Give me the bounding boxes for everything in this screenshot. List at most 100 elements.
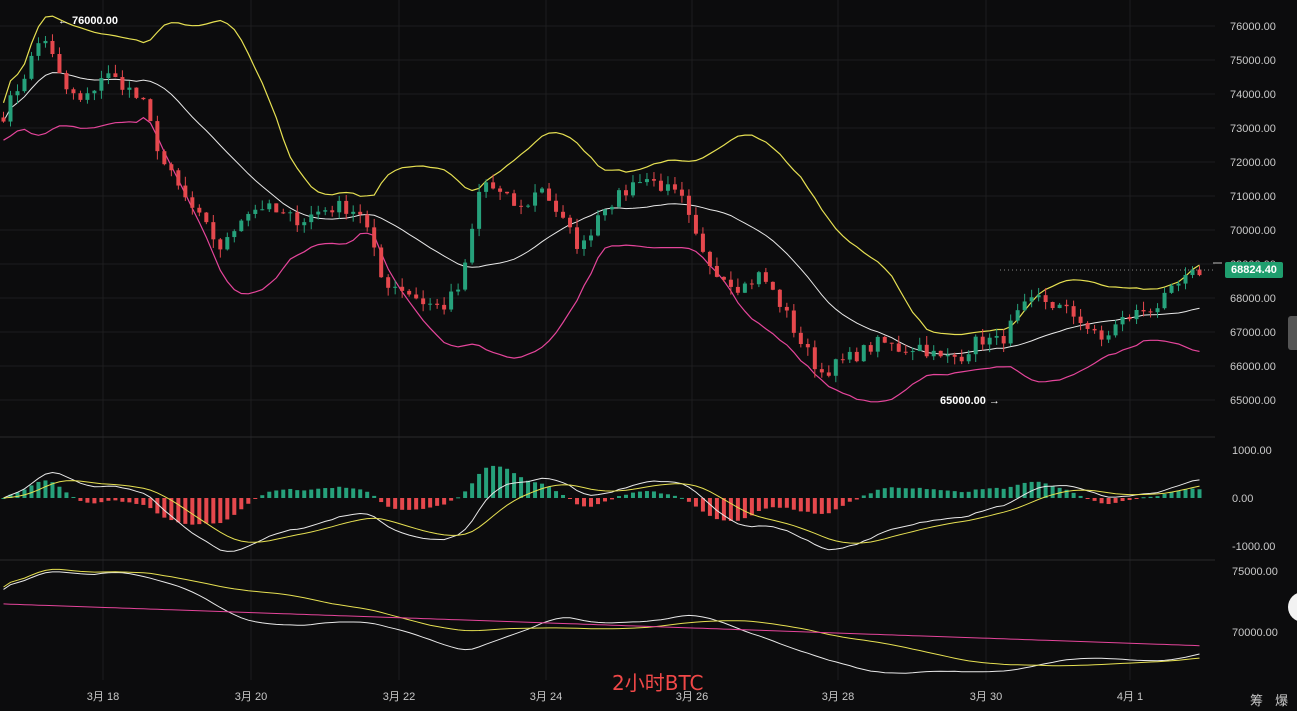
macd-bar	[798, 498, 803, 512]
x-tick-label: 3月 18	[87, 691, 119, 703]
macd-bar	[596, 498, 601, 505]
candle-body	[679, 189, 684, 196]
candle-body	[602, 209, 607, 216]
candle-body	[477, 191, 482, 229]
macd-bar	[414, 498, 419, 510]
candle-body	[351, 211, 356, 214]
candle-body	[85, 93, 90, 100]
macd-bar	[1190, 488, 1195, 498]
y-axis: 76000.00 75000.00 74000.00 73000.00 72000.00…	[1230, 21, 1278, 639]
candle-body	[812, 347, 817, 370]
candle-body	[120, 77, 125, 90]
side-panel-handle[interactable]	[1288, 316, 1297, 350]
macd-bar	[505, 468, 510, 498]
candle-body	[833, 359, 838, 376]
candle-body	[267, 203, 272, 210]
candle-body	[575, 227, 580, 249]
macd-bar	[651, 491, 656, 498]
candle-body	[162, 151, 167, 165]
candle-body	[616, 190, 621, 207]
candle-body	[533, 192, 538, 206]
candle-body	[931, 350, 936, 357]
candle-body	[540, 188, 545, 193]
macd-bar	[889, 487, 894, 498]
candle-body	[756, 272, 761, 285]
candle-body	[260, 209, 265, 211]
macd-bar	[784, 498, 789, 508]
candle-body	[763, 272, 768, 282]
candle-body	[365, 214, 370, 228]
macd-bar	[8, 494, 13, 498]
candle-body	[1176, 283, 1181, 286]
candle-body	[1169, 285, 1174, 293]
candle-body	[22, 78, 27, 92]
macd-bar	[1, 498, 6, 499]
candle-body	[651, 179, 656, 181]
macd-bar	[1099, 498, 1104, 504]
macd-bar	[1134, 498, 1139, 499]
macd-bar	[609, 498, 614, 500]
candle-body	[840, 359, 845, 361]
macd-bar	[1001, 488, 1006, 498]
macd-bar	[819, 498, 824, 514]
y-tick-label: 68000.00	[1230, 293, 1276, 305]
macd-bar	[1064, 489, 1069, 498]
candles	[1, 34, 1202, 383]
candle-body	[407, 290, 412, 295]
candle-body	[127, 87, 132, 90]
candle-body	[868, 345, 873, 352]
macd-bar	[547, 486, 552, 498]
candle-body	[945, 354, 950, 357]
macd-bar	[561, 494, 566, 498]
candle-body	[568, 217, 573, 228]
y-tick-label: 74000.00	[1230, 89, 1276, 101]
candle-body	[50, 40, 55, 55]
candle-body	[491, 182, 496, 189]
macd-bar	[533, 482, 538, 498]
candle-body	[777, 289, 782, 307]
macd-bar	[714, 498, 719, 520]
candle-body	[1113, 324, 1118, 336]
macd-bar	[484, 467, 489, 498]
candle-body	[393, 286, 398, 288]
candle-body	[819, 369, 824, 373]
candle-body	[686, 195, 691, 215]
candle-body	[232, 231, 237, 238]
macd-bar	[952, 491, 957, 498]
macd-bar	[770, 498, 775, 508]
candle-body	[99, 78, 104, 91]
candle-body	[714, 265, 719, 277]
macd-bar	[176, 498, 181, 523]
macd-bar	[50, 482, 55, 498]
macd-bar	[1008, 486, 1013, 498]
macd-bar	[777, 498, 782, 508]
candle-body	[1134, 309, 1139, 320]
macd-bar	[721, 498, 726, 521]
candle-body	[1057, 304, 1062, 309]
macd-bar	[658, 493, 663, 498]
candle-body	[1050, 302, 1055, 309]
macd-bar	[735, 498, 740, 521]
candle-body	[253, 209, 258, 214]
candle-body	[1, 117, 6, 122]
candle-body	[295, 212, 300, 226]
candle-body	[155, 121, 160, 152]
macd-bar	[903, 488, 908, 498]
macd-bar	[323, 488, 328, 498]
macd-bar	[127, 498, 132, 503]
candle-body	[505, 191, 510, 194]
candle-body	[211, 222, 216, 240]
macd-bar	[854, 498, 859, 500]
macd-bar	[763, 498, 768, 509]
macd-bar	[386, 498, 391, 507]
candle-body	[519, 205, 524, 207]
candle-body	[8, 95, 13, 122]
y-tick-label: 65000.00	[1230, 395, 1276, 407]
floating-button[interactable]	[1288, 592, 1297, 622]
candle-body	[1043, 295, 1048, 303]
macd-bar	[1029, 481, 1034, 498]
macd-bar	[169, 498, 174, 521]
candle-body	[1106, 335, 1111, 340]
candle-body	[630, 182, 635, 196]
macd-bar	[1036, 481, 1041, 498]
